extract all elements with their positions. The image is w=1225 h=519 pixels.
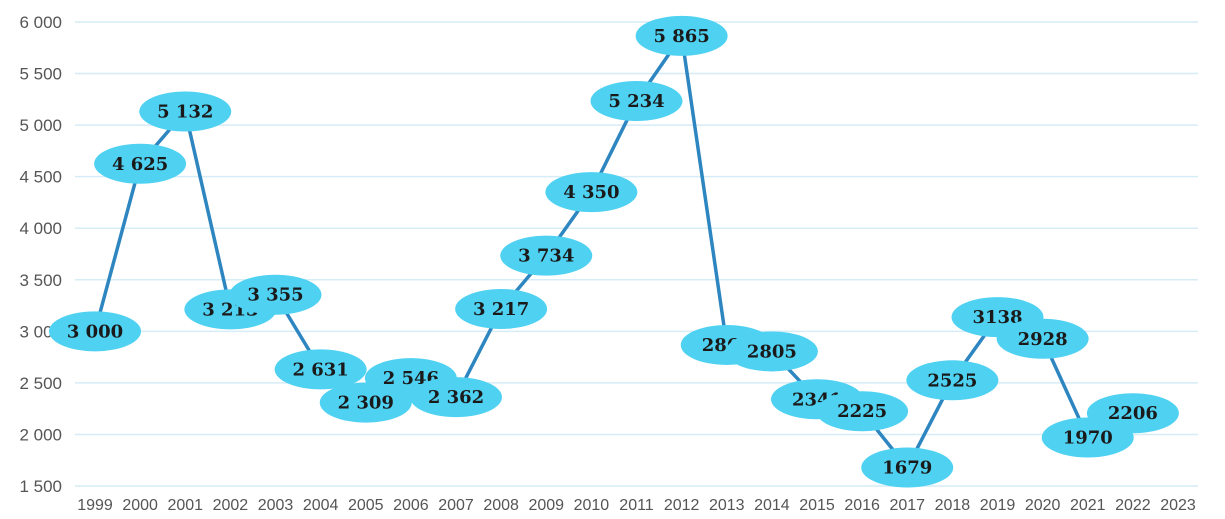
data-point: 3 734	[500, 235, 593, 276]
data-label: 3 734	[518, 246, 574, 267]
data-label-bubble	[229, 274, 322, 315]
data-label-bubble	[635, 15, 728, 56]
data-label-bubble	[455, 288, 548, 329]
data-point: 1679	[861, 447, 954, 488]
y-tick-label: 5 000	[19, 116, 62, 135]
data-label: 5 132	[157, 102, 213, 123]
data-label-bubble	[1086, 393, 1179, 434]
x-tick-label: 2007	[438, 497, 474, 514]
x-tick-label: 2010	[574, 497, 610, 514]
x-tick-label: 2019	[980, 497, 1016, 514]
data-point: 3 355	[229, 274, 322, 315]
data-label: 2 631	[292, 359, 348, 380]
data-label: 4 625	[112, 154, 168, 175]
data-point: 5 234	[590, 80, 683, 121]
x-tick-label: 2023	[1160, 497, 1196, 514]
x-tick-label: 2016	[844, 497, 880, 514]
data-point: 5 132	[139, 91, 232, 132]
x-tick-label: 2000	[122, 497, 158, 514]
x-tick-label: 2015	[799, 497, 835, 514]
data-label: 3 217	[473, 299, 529, 320]
data-label-bubble	[94, 143, 187, 184]
data-label: 2 309	[338, 393, 394, 414]
data-label-bubble	[49, 311, 141, 352]
x-tick-label: 2020	[1025, 497, 1061, 514]
data-label-bubble	[590, 80, 683, 121]
data-point: 5 865	[635, 15, 728, 56]
y-tick-label: 3 500	[19, 271, 62, 290]
data-label: 2225	[837, 401, 887, 422]
data-label-bubble	[545, 172, 638, 213]
y-tick-label: 4 000	[19, 219, 62, 238]
data-point: 2525	[906, 360, 999, 401]
y-tick-label: 2 000	[19, 425, 62, 444]
x-tick-label: 2013	[709, 497, 745, 514]
data-label: 3138	[972, 307, 1022, 328]
data-label-bubble	[500, 235, 593, 276]
y-tick-label: 5 500	[19, 65, 62, 84]
data-point: 4 350	[545, 172, 638, 213]
data-label-bubble	[274, 349, 367, 390]
data-label: 5 234	[608, 91, 664, 112]
data-point: 3 217	[455, 288, 548, 329]
y-tick-label: 4 500	[19, 168, 62, 187]
x-tick-label: 2002	[213, 497, 249, 514]
data-label: 3 355	[247, 285, 303, 306]
x-tick-label: 2008	[483, 497, 519, 514]
data-point: 2 631	[274, 349, 367, 390]
data-point: 4 625	[94, 143, 187, 184]
x-axis: 1999 2000 2001 2002 2003 2004 2005 2006 2007 2008…	[77, 497, 1196, 514]
data-label: 2928	[1018, 329, 1068, 350]
x-tick-label: 2006	[393, 497, 429, 514]
data-point: 2 362	[410, 377, 502, 418]
y-tick-label: 6 000	[19, 13, 62, 32]
data-label-bubble	[410, 377, 502, 418]
data-label-bubble	[816, 391, 909, 432]
x-tick-label: 2012	[664, 497, 700, 514]
data-label: 1970	[1063, 428, 1113, 449]
x-tick-label: 2014	[754, 497, 790, 514]
x-tick-label: 2004	[303, 497, 339, 514]
x-tick-label: 2005	[348, 497, 384, 514]
x-tick-label: 2022	[1115, 497, 1151, 514]
x-tick-label: 2003	[258, 497, 294, 514]
x-tick-label: 2021	[1070, 497, 1106, 514]
y-tick-label: 2 500	[19, 374, 62, 393]
data-label: 2206	[1108, 403, 1158, 424]
data-point: 2225	[816, 391, 909, 432]
data-label-bubble	[996, 318, 1089, 359]
data-point: 2805	[725, 331, 818, 372]
x-tick-label: 2011	[619, 497, 654, 514]
x-tick-label: 2001	[167, 497, 203, 514]
data-label: 2 362	[428, 387, 484, 408]
data-label: 1679	[882, 458, 932, 479]
x-tick-label: 2018	[935, 497, 971, 514]
x-tick-label: 2009	[528, 497, 564, 514]
data-label: 3 000	[67, 321, 123, 342]
x-tick-label: 2017	[889, 497, 925, 514]
data-label: 5 865	[653, 26, 709, 47]
data-label: 2805	[747, 341, 797, 362]
data-point: 2206	[1086, 393, 1179, 434]
data-label: 4 350	[563, 182, 619, 203]
data-label-bubble	[861, 447, 954, 488]
data-label-bubble	[139, 91, 232, 132]
y-tick-label: 1 500	[19, 477, 62, 496]
x-tick-label: 1999	[77, 497, 113, 514]
data-label-bubble	[725, 331, 818, 372]
data-point: 2928	[996, 318, 1089, 359]
data-label: 2525	[927, 370, 977, 391]
data-label-bubble	[906, 360, 999, 401]
data-point: 3 000	[49, 311, 141, 352]
